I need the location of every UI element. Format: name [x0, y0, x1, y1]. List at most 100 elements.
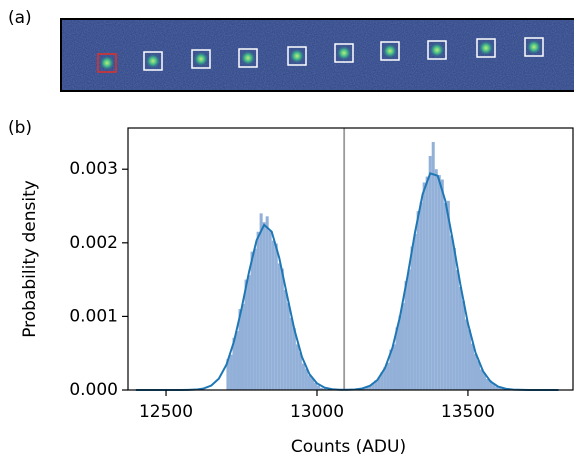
- histogram-bar: [425, 176, 429, 390]
- histogram-bar: [323, 388, 327, 390]
- roi-box: [427, 40, 447, 60]
- camera-image: [60, 18, 574, 92]
- histogram-bar: [410, 246, 414, 390]
- histogram-bar: [498, 387, 502, 390]
- histogram-bar: [495, 386, 499, 390]
- roi-box: [380, 41, 400, 61]
- histogram-bar: [446, 200, 450, 390]
- histogram-bar: [443, 203, 447, 390]
- atom-spot: [193, 51, 209, 67]
- histogram-bar: [374, 380, 378, 390]
- histogram-bar: [483, 373, 487, 390]
- histogram-bar: [431, 141, 435, 390]
- panel-label: (b): [8, 118, 32, 138]
- histogram-bar: [316, 385, 321, 390]
- roi-box: [524, 37, 544, 57]
- histogram-bar: [259, 213, 263, 390]
- y-tick-label: 0.002: [69, 233, 118, 253]
- roi-box: [238, 48, 258, 68]
- histogram-bar: [247, 275, 251, 390]
- atom-spot: [336, 45, 352, 61]
- histogram-bar: [492, 384, 496, 390]
- histogram-bar: [304, 368, 308, 390]
- histogram-bar: [404, 281, 408, 390]
- histogram-bar: [368, 385, 372, 390]
- fit-curve: [135, 172, 559, 391]
- histogram-bar: [473, 353, 477, 390]
- atom-spot: [429, 42, 445, 58]
- histogram-bar: [386, 362, 390, 390]
- panel-label: (a): [8, 8, 32, 28]
- histogram-bar: [458, 286, 462, 390]
- histogram-bar: [271, 240, 275, 390]
- histogram-bar: [377, 377, 381, 390]
- histogram-bar: [464, 319, 468, 390]
- histogram-bar: [235, 331, 239, 390]
- histogram-bar: [501, 388, 505, 390]
- histogram-bar: [277, 263, 281, 390]
- y-tick-label: 0.000: [69, 380, 118, 400]
- y-tick-label: 0.001: [69, 306, 118, 326]
- histogram-bar: [244, 279, 248, 390]
- histogram-bar: [262, 222, 266, 390]
- histogram-bar: [480, 369, 484, 390]
- histogram-bar: [292, 328, 296, 390]
- histogram-bar: [238, 309, 242, 390]
- histogram-bar: [401, 303, 405, 390]
- atom-spot: [382, 43, 398, 59]
- x-tick-label: 12500: [139, 402, 193, 422]
- roi-box: [97, 53, 117, 73]
- histogram-bar: [232, 337, 236, 390]
- histogram-bar: [413, 233, 417, 390]
- histogram-bar: [289, 317, 293, 390]
- histogram-bar: [419, 202, 423, 390]
- histogram-bar: [268, 231, 272, 390]
- x-tick-label: 13000: [290, 402, 344, 422]
- histogram-bar: [416, 211, 420, 390]
- histogram-bar: [253, 248, 257, 390]
- atom-spot: [478, 40, 494, 56]
- histogram-bar: [265, 216, 269, 390]
- x-tick-label: 13500: [441, 402, 495, 422]
- histogram-bar: [298, 352, 302, 390]
- histogram-bar: [256, 231, 260, 390]
- histogram-bar: [486, 378, 490, 390]
- histogram-bar: [241, 303, 245, 390]
- histogram-bar: [295, 344, 299, 390]
- y-axis-label: Probability density: [20, 180, 40, 338]
- atom-spot: [289, 48, 305, 64]
- roi-box: [143, 51, 163, 71]
- histogram-bar: [455, 270, 459, 390]
- histogram-bar: [407, 269, 411, 390]
- histogram-bar: [365, 387, 369, 390]
- histogram-bar: [395, 327, 399, 390]
- histogram-bar: [449, 235, 453, 390]
- histogram-bar: [434, 169, 438, 390]
- histogram-bar: [313, 382, 317, 390]
- histogram-bar: [274, 243, 278, 390]
- roi-box: [287, 46, 307, 66]
- histogram-bar: [371, 383, 375, 390]
- histogram-bar: [280, 268, 284, 390]
- histogram-bar: [398, 315, 402, 390]
- plot-frame: [127, 127, 574, 391]
- roi-box: [191, 49, 211, 69]
- histogram-bar: [320, 387, 324, 390]
- histogram-bar: [229, 354, 233, 390]
- histogram-bar: [380, 372, 384, 390]
- histogram-bar: [476, 360, 481, 390]
- histogram-bar: [286, 303, 290, 390]
- roi-box: [334, 43, 354, 63]
- histogram-bar: [461, 300, 465, 390]
- histogram-bar: [301, 363, 305, 390]
- atom-spot: [99, 55, 115, 71]
- histogram-bar: [389, 349, 393, 390]
- histogram-bar: [392, 344, 396, 390]
- histogram-bar: [467, 329, 471, 390]
- histogram-bar: [226, 359, 230, 390]
- histogram-bar: [283, 289, 287, 390]
- roi-box: [476, 38, 496, 58]
- y-tick-label: 0.003: [69, 159, 118, 179]
- x-axis-label: Counts (ADU): [291, 437, 406, 457]
